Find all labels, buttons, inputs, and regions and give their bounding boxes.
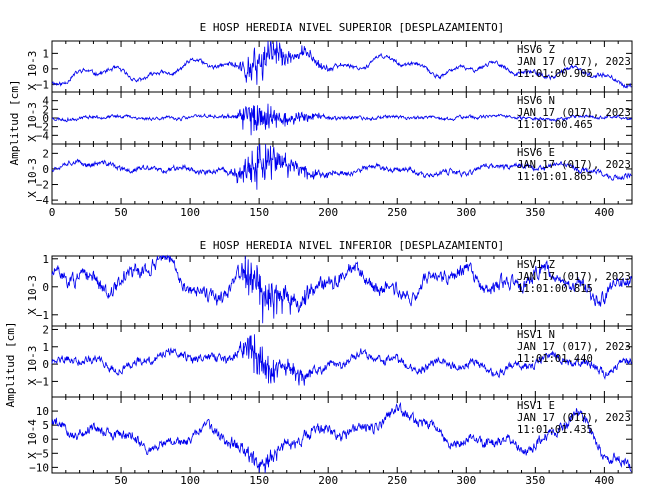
waveform-trace bbox=[51, 334, 632, 386]
y-tick-label: 1 bbox=[42, 47, 49, 60]
date-label: JAN 17 (017), 2023 bbox=[517, 56, 631, 68]
trace-scale-label: X 10-3 bbox=[26, 102, 39, 142]
x-tick-label: 100 bbox=[180, 474, 200, 487]
y-tick-label: 1 bbox=[42, 253, 49, 266]
y-axis-label: Amplitud [cm] bbox=[4, 321, 17, 407]
y-tick-label: 1 bbox=[42, 341, 49, 354]
waveform-trace bbox=[51, 254, 632, 324]
y-tick-label: −2 bbox=[36, 121, 49, 134]
x-tick-label: 400 bbox=[594, 474, 614, 487]
x-tick-label: 300 bbox=[456, 474, 476, 487]
trace-scale-label: X 10-3 bbox=[26, 158, 39, 198]
x-tick-label: 200 bbox=[318, 474, 338, 487]
x-tick-label: 150 bbox=[249, 206, 269, 219]
y-axis-label: Amplitud [cm] bbox=[8, 79, 21, 165]
chart-title: E HOSP HEREDIA NIVEL SUPERIOR [DESPLAZAM… bbox=[200, 21, 505, 34]
y-tick-label: −2 bbox=[36, 179, 49, 192]
waveform-trace bbox=[51, 143, 632, 190]
station-label: HSV1 E bbox=[517, 400, 555, 412]
y-tick-label: −5 bbox=[36, 447, 49, 460]
y-tick-label: −1 bbox=[36, 375, 49, 388]
y-tick-label: 0 bbox=[42, 281, 49, 294]
date-label: JAN 17 (017), 2023 bbox=[517, 271, 631, 283]
trace-scale-label: X 10-3 bbox=[26, 51, 39, 91]
y-tick-label: 5 bbox=[42, 419, 49, 432]
waveform-trace bbox=[51, 103, 632, 136]
station-label: HSV6 E bbox=[517, 147, 555, 159]
date-label: JAN 17 (017), 2023 bbox=[517, 159, 631, 171]
y-tick-label: −1 bbox=[36, 78, 49, 91]
waveform-trace bbox=[51, 401, 632, 474]
x-tick-label: 400 bbox=[594, 206, 614, 219]
y-tick-label: −10 bbox=[29, 461, 49, 474]
x-tick-label: 350 bbox=[525, 206, 545, 219]
y-tick-label: 0 bbox=[42, 163, 49, 176]
y-tick-label: −4 bbox=[36, 129, 50, 142]
y-tick-label: −4 bbox=[36, 194, 50, 207]
x-tick-label: 100 bbox=[180, 206, 200, 219]
x-tick-label: 50 bbox=[114, 206, 127, 219]
station-label: HSV6 N bbox=[517, 95, 555, 107]
chart-title: E HOSP HEREDIA NIVEL INFERIOR [DESPLAZAM… bbox=[200, 239, 505, 252]
time-label: 11:01:01.440 bbox=[517, 353, 593, 365]
x-tick-label: 250 bbox=[387, 206, 407, 219]
waveform-trace bbox=[51, 40, 632, 89]
x-tick-label: 350 bbox=[525, 474, 545, 487]
y-tick-label: 2 bbox=[42, 323, 49, 336]
y-tick-label: 0 bbox=[42, 112, 49, 125]
y-tick-label: 4 bbox=[42, 95, 49, 108]
time-label: 11:01:01.865 bbox=[517, 171, 593, 183]
date-label: JAN 17 (017), 2023 bbox=[517, 412, 631, 424]
date-label: JAN 17 (017), 2023 bbox=[517, 341, 631, 353]
x-tick-label: 250 bbox=[387, 474, 407, 487]
station-label: HSV1 Z bbox=[517, 259, 555, 271]
y-tick-label: 2 bbox=[42, 103, 49, 116]
time-label: 11:01:00.905 bbox=[517, 68, 593, 80]
trace-scale-label: X 10-3 bbox=[26, 346, 39, 386]
y-tick-label: 0 bbox=[42, 358, 49, 371]
y-tick-label: 0 bbox=[42, 433, 49, 446]
date-label: JAN 17 (017), 2023 bbox=[517, 107, 631, 119]
time-label: 11:01:01.435 bbox=[517, 424, 593, 436]
y-tick-label: 2 bbox=[42, 147, 49, 160]
x-tick-label: 50 bbox=[114, 474, 127, 487]
station-label: HSV1 N bbox=[517, 329, 555, 341]
trace-scale-label: X 10-3 bbox=[26, 275, 39, 315]
time-label: 11:01:00.465 bbox=[517, 119, 593, 131]
trace-scale-label: X 10-4 bbox=[26, 419, 39, 459]
x-tick-label: 300 bbox=[456, 206, 476, 219]
chart-panel-1: E HOSP HEREDIA NIVEL SUPERIOR [DESPLAZAM… bbox=[8, 21, 633, 219]
x-tick-label: 150 bbox=[249, 474, 269, 487]
x-tick-label: 0 bbox=[49, 206, 56, 219]
chart-panel-2: E HOSP HEREDIA NIVEL INFERIOR [DESPLAZAM… bbox=[4, 239, 633, 487]
x-tick-label: 200 bbox=[318, 206, 338, 219]
time-label: 11:01:00.815 bbox=[517, 283, 593, 295]
y-tick-label: 0 bbox=[42, 63, 49, 76]
y-tick-label: −1 bbox=[36, 309, 49, 322]
station-label: HSV6 Z bbox=[517, 44, 555, 56]
y-tick-label: 10 bbox=[36, 405, 49, 418]
